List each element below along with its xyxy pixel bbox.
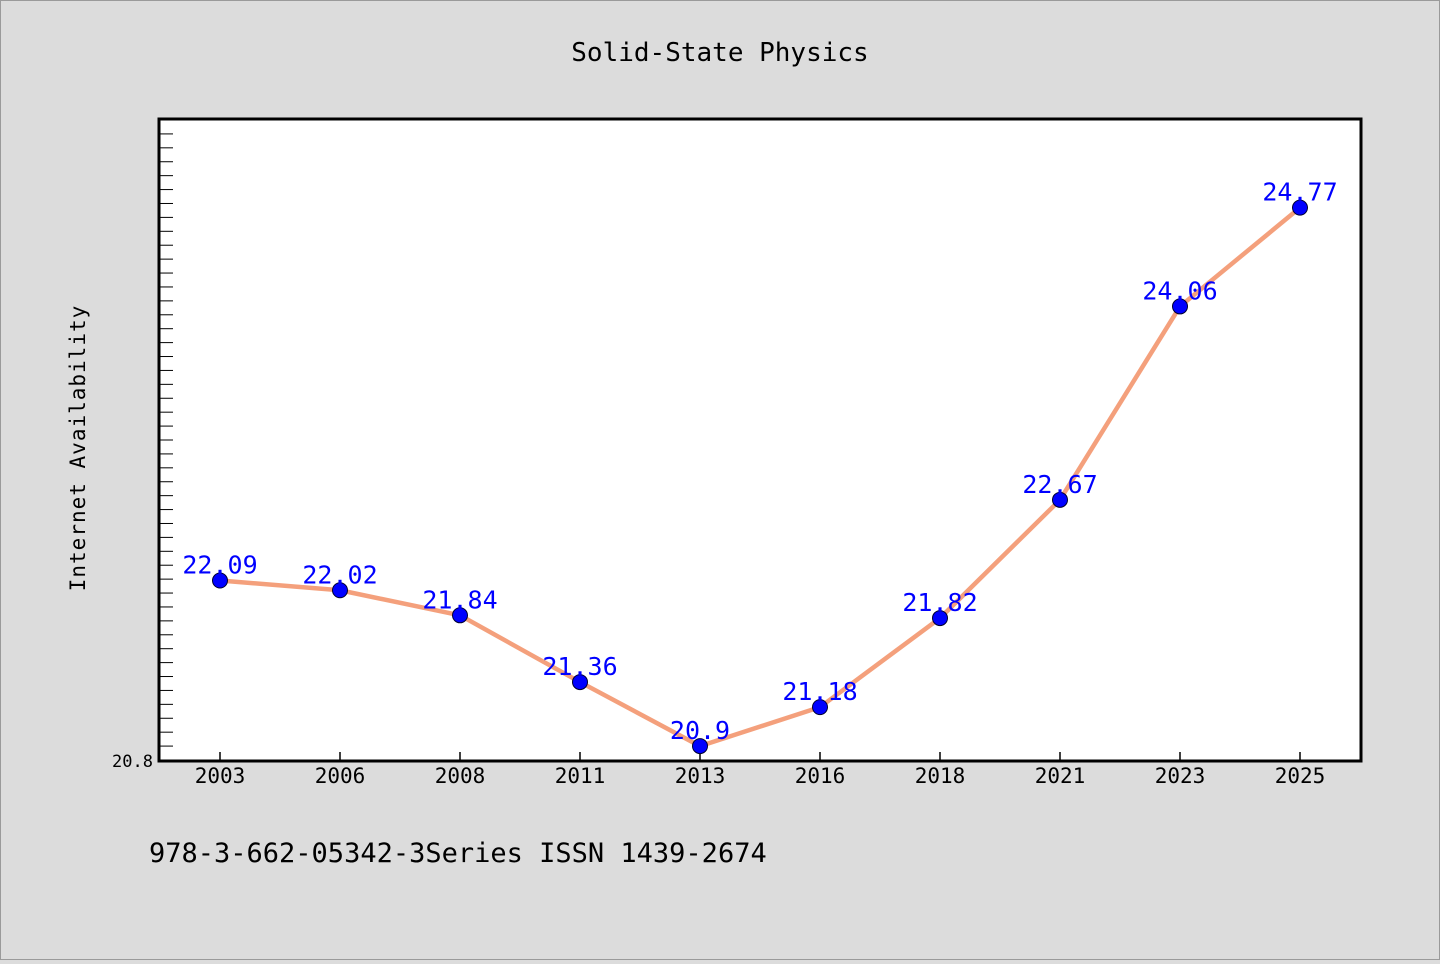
- data-label: 22.09: [182, 551, 257, 580]
- data-point-marker: [692, 738, 708, 755]
- y-axis-ticks: [160, 133, 173, 747]
- data-point-marker: [932, 610, 948, 627]
- data-label: 21.82: [902, 588, 977, 617]
- data-label: 24.77: [1262, 178, 1337, 207]
- data-label: 22.02: [302, 560, 377, 589]
- x-tick-label: 2023: [1155, 764, 1206, 788]
- data-point-marker: [1052, 491, 1068, 508]
- x-tick-label: 2008: [435, 764, 486, 788]
- x-tick-label: 2025: [1275, 764, 1326, 788]
- x-axis-ticks: 2003 2006 2008 2011 2013 2016 2018 2021 2023 2025: [195, 752, 1326, 788]
- x-tick-label: 2006: [315, 764, 366, 788]
- data-point-marker: [212, 572, 228, 589]
- x-tick-label: 2013: [675, 764, 726, 788]
- y-axis-label: Internet Availability: [66, 305, 90, 592]
- data-label: 24.06: [1142, 276, 1217, 305]
- data-point-marker: [452, 607, 468, 624]
- data-labels-layer: 22.09 22.02 21.84 21.36 20.9 21.18 21.82 22.67 2…: [182, 178, 1337, 745]
- x-tick-label: 2011: [555, 764, 606, 788]
- chart-title: Solid-State Physics: [571, 38, 868, 68]
- series-line: [217, 205, 1303, 749]
- data-label: 22.67: [1022, 470, 1097, 499]
- y-tick-label-min: 20.8: [112, 752, 153, 772]
- x-tick-label: 2018: [915, 764, 966, 788]
- data-label: 21.36: [542, 652, 617, 681]
- data-point-marker: [572, 674, 588, 691]
- data-label: 21.84: [422, 585, 497, 614]
- footer-text: 978-3-662-05342-3Series ISSN 1439-2674: [149, 838, 767, 869]
- data-label: 21.18: [782, 677, 857, 706]
- data-point-marker: [1292, 199, 1308, 216]
- plot-area: [157, 117, 1363, 763]
- x-tick-label: 2003: [195, 764, 246, 788]
- data-point-marker: [332, 582, 348, 599]
- series-layer: [212, 199, 1308, 755]
- x-tick-label: 2016: [795, 764, 846, 788]
- x-tick-label: 2021: [1035, 764, 1086, 788]
- data-point-marker: [812, 699, 828, 716]
- data-label: 20.9: [670, 716, 730, 745]
- data-point-marker: [1172, 298, 1188, 315]
